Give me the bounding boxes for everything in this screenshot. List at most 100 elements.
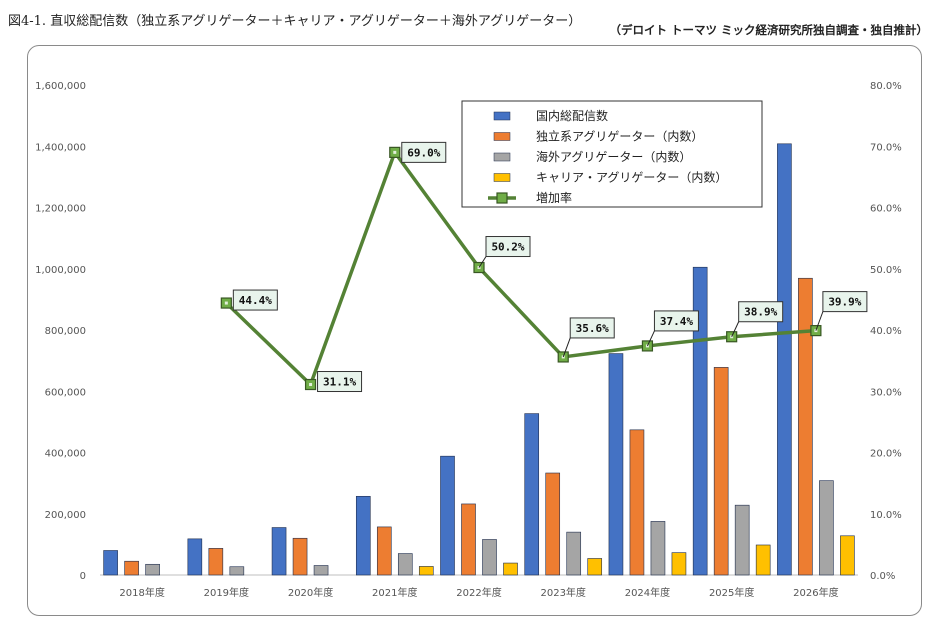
bar [355, 495, 371, 576]
chart-title: 図4-1. 直収総配信数（独立系アグリゲーター＋キャリア・アグリゲーター＋海外ア… [8, 14, 582, 29]
bar [271, 527, 287, 576]
growth-line-path [225, 150, 817, 387]
annotation-box [569, 317, 615, 339]
y-left-tick-label: 1,200,000 [35, 204, 86, 215]
y-left-tick-label: 400,000 [45, 449, 86, 460]
legend-swatch [493, 152, 511, 162]
legend-label: 独立系アグリゲーター（内数） [536, 129, 703, 144]
y-right-tick-label: 40.0% [870, 326, 902, 337]
legend-line-marker [496, 192, 508, 204]
axes: 0 200,000 400,000 600,000 800,000 1,000,000 1,… [35, 81, 902, 599]
legend-label: 増加率 [536, 190, 572, 205]
growth-label: 50.2% [491, 241, 524, 254]
annotation-leader [562, 337, 571, 358]
bar [376, 526, 392, 576]
bar [798, 277, 813, 576]
annotation-leader [646, 330, 655, 347]
growth-label: 39.9% [828, 296, 861, 309]
y-right-tick-label: 70.0% [870, 142, 902, 153]
bar [397, 553, 413, 576]
bar [608, 353, 624, 576]
bar [671, 552, 687, 576]
annotation-box [653, 310, 699, 332]
growth-point-center [309, 383, 313, 387]
y-right-tick-label: 20.0% [870, 449, 902, 460]
legend-swatch [493, 173, 511, 182]
growth-label: 37.4% [660, 315, 693, 328]
x-tick-label: 2023年度 [540, 586, 585, 599]
y-right-tick-label: 10.0% [870, 510, 902, 521]
x-tick-label: 2025年度 [709, 586, 754, 599]
x-tick-label: 2022年度 [456, 586, 501, 599]
bar [692, 266, 708, 576]
bar [418, 566, 434, 576]
x-tick-label: 2020年度 [288, 586, 333, 599]
annotation-leader [731, 321, 740, 337]
legend-swatch [493, 111, 511, 121]
bar [713, 367, 729, 576]
x-tick-label: 2019年度 [204, 586, 249, 599]
bar [440, 455, 455, 576]
bar [187, 538, 203, 576]
legend-swatch [493, 132, 511, 141]
legend-label: キャリア・アグリゲーター（内数） [536, 170, 727, 185]
growth-label: 31.1% [323, 376, 356, 389]
y-right-tick-label: 50.0% [870, 265, 902, 276]
y-right-tick-label: 80.0% [870, 81, 902, 92]
bar [650, 521, 666, 576]
annotation-box [822, 291, 868, 313]
bar [292, 537, 308, 576]
growth-label: 69.0% [407, 146, 440, 159]
bar [503, 562, 518, 576]
bar [819, 480, 834, 576]
bar [124, 560, 139, 576]
y-right-tick-label: 30.0% [870, 387, 902, 398]
bars [103, 143, 855, 576]
bar [313, 565, 329, 576]
annotation-box [232, 289, 278, 311]
annotation-leader [478, 256, 487, 268]
legend-label: 海外アグリゲーター（内数） [536, 149, 691, 164]
annotation-box [401, 141, 447, 163]
growth-label: 38.9% [744, 306, 777, 319]
y-left-tick-label: 800,000 [45, 326, 86, 337]
bar [587, 558, 603, 576]
chart-source: （デロイト トーマツ ミック経済研究所独自調査・独自推計） [609, 23, 928, 37]
y-left-tick-label: 200,000 [45, 510, 86, 521]
y-left-tick-label: 1,000,000 [35, 265, 86, 276]
x-tick-label: 2018年度 [119, 586, 164, 599]
bar [229, 566, 245, 576]
growth-label: 44.4% [239, 294, 272, 307]
growth-point-center [224, 301, 228, 305]
chart-frame [27, 45, 922, 616]
bar [755, 544, 771, 576]
bar [103, 550, 118, 576]
annotation-leader [815, 311, 824, 331]
y-left-tick-label: 600,000 [45, 387, 86, 398]
y-left-tick-label: 1,400,000 [35, 142, 86, 153]
legend-box [461, 100, 763, 208]
x-tick-label: 2021年度 [372, 586, 417, 599]
annotation-box [738, 301, 784, 323]
growth-annotations: 44.4% 31.1% 69.0% 50.2% 35.6% 37.4% 38.9% 39.9% [232, 141, 868, 393]
growth-point-center [393, 150, 397, 154]
annotation-box [485, 236, 531, 258]
y-right-tick-label: 60.0% [870, 204, 902, 215]
bar [208, 548, 224, 576]
legend-label: 国内総配信数 [536, 108, 608, 123]
bar [734, 504, 750, 576]
bar [461, 503, 476, 576]
y-right-tick-label: 0.0% [870, 571, 895, 582]
y-left-tick-label: 0 [80, 571, 86, 582]
x-tick-label: 2024年度 [625, 586, 670, 599]
bar [629, 429, 645, 576]
bar [545, 472, 561, 576]
bar [840, 535, 855, 576]
bar [777, 143, 792, 576]
bar [566, 531, 582, 576]
growth-label: 35.6% [576, 322, 609, 335]
bar [524, 413, 540, 576]
y-left-tick-label: 1,600,000 [35, 81, 86, 92]
